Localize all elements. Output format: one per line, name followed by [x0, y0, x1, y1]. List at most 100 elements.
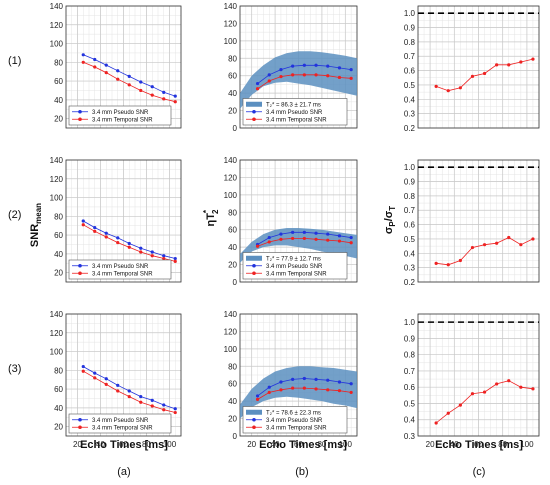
data-point: [507, 235, 511, 240]
legend-label: 3.4 mm Pseudo SNR: [92, 418, 149, 424]
data-point: [291, 236, 295, 241]
y-tick-label: 120: [224, 19, 238, 28]
data-point: [291, 377, 295, 381]
y-tick-label: 40: [228, 397, 237, 406]
plot-area: [240, 51, 357, 109]
plot-area: [81, 364, 177, 415]
ylabel-eta-base: ηT: [205, 213, 217, 227]
row-label-2: (2): [8, 209, 21, 221]
legend-marker: [78, 117, 82, 122]
y-tick-label: 1.0: [404, 9, 416, 18]
legend-marker: [78, 109, 82, 114]
data-point: [116, 240, 120, 245]
legend-band-swatch: [246, 101, 262, 107]
y-tick-label: 60: [228, 72, 237, 81]
ylabel-sigma-sub-t: T: [388, 206, 397, 211]
plot-area: [418, 12, 539, 93]
data-point: [116, 389, 120, 393]
col-label-a: (a): [117, 466, 130, 478]
data-point: [458, 86, 462, 90]
data-point: [291, 386, 295, 390]
data-point: [150, 250, 154, 254]
plot-frame: [65, 5, 182, 129]
data-point: [162, 254, 166, 258]
row-label-1: (1): [8, 55, 21, 67]
data-point: [531, 57, 535, 61]
data-point: [519, 243, 523, 247]
plot-frame: [65, 159, 182, 283]
y-tick-label: 0.7: [404, 367, 416, 376]
plot-area: [81, 53, 177, 104]
x-tick-label: 20: [426, 440, 435, 449]
plot-area: [418, 166, 539, 267]
data-point: [150, 85, 154, 89]
data-point: [326, 378, 330, 382]
data-point: [255, 394, 260, 398]
y-tick-label: 40: [54, 96, 63, 105]
data-point: [434, 421, 438, 425]
x-tick-label: 20: [73, 440, 82, 449]
y-tick-label: 0.4: [404, 416, 416, 425]
y-tick-label: 80: [54, 366, 63, 375]
data-point: [139, 88, 143, 93]
data-point: [104, 231, 108, 235]
data-point: [349, 235, 353, 240]
data-point: [531, 237, 535, 241]
y-tick-label: 140: [224, 156, 238, 165]
data-point: [116, 77, 120, 81]
data-point: [314, 387, 318, 391]
panel-3a: 20 40 60 80 100 120 140 20 40 60 80 100 3.4 mm Pseud…: [50, 310, 182, 449]
plot-frame: [417, 159, 540, 283]
plot-frame: [65, 313, 182, 437]
y-tick-label: 140: [50, 156, 64, 165]
data-point: [81, 364, 85, 369]
ylabel-snr-base: SNR: [29, 224, 41, 247]
y-tick-label: 0.6: [404, 221, 416, 230]
plot-area: [240, 228, 357, 263]
data-point: [314, 231, 318, 235]
y-tick-label: 80: [228, 54, 237, 63]
y-tick-label: 0.2: [404, 124, 416, 133]
y-tick-label: 40: [228, 243, 237, 252]
data-point: [482, 243, 487, 247]
ylabel-sigma-mid: /σ: [383, 210, 395, 221]
y-tick-label: 0.9: [404, 178, 416, 187]
data-point: [81, 369, 85, 373]
x-tick-label: 40: [450, 440, 459, 449]
data-point: [279, 68, 283, 72]
plot-frame: [417, 313, 540, 437]
data-point: [255, 397, 260, 401]
y-tick-label: 0: [233, 124, 238, 133]
data-point: [127, 241, 131, 246]
data-point: [139, 250, 143, 254]
legend-marker: [252, 263, 256, 268]
data-point: [267, 73, 271, 77]
y-tick-label: 0.8: [404, 351, 416, 360]
data-point: [302, 376, 306, 381]
legend-marker: [252, 109, 256, 114]
data-point: [326, 232, 330, 236]
data-point: [150, 254, 154, 258]
y-tick-label: 20: [54, 269, 63, 278]
data-point: [162, 256, 166, 261]
data-point: [519, 60, 523, 64]
y-tick-label: 60: [54, 77, 63, 86]
data-point: [127, 394, 131, 399]
data-point: [314, 63, 318, 67]
data-point: [326, 64, 330, 68]
data-point: [434, 84, 438, 88]
data-point: [337, 380, 342, 384]
legend-label: 3.4 mm Pseudo SNR: [266, 418, 323, 424]
data-point: [93, 225, 97, 230]
y-tick-label: 0.7: [404, 206, 416, 215]
y-tick-label: 1.0: [404, 163, 416, 172]
legend-band-swatch: [246, 255, 262, 261]
data-point: [267, 235, 271, 240]
ylabel-eta-sub: 2: [211, 209, 220, 214]
y-tick-label: 0.7: [404, 52, 416, 61]
legend-label: 3.4 mm Pseudo SNR: [266, 264, 323, 270]
y-tick-label: 0.6: [404, 383, 416, 392]
data-point: [93, 376, 97, 380]
x-tick-label: 80: [317, 440, 326, 449]
y-tick-label: 120: [50, 21, 64, 30]
